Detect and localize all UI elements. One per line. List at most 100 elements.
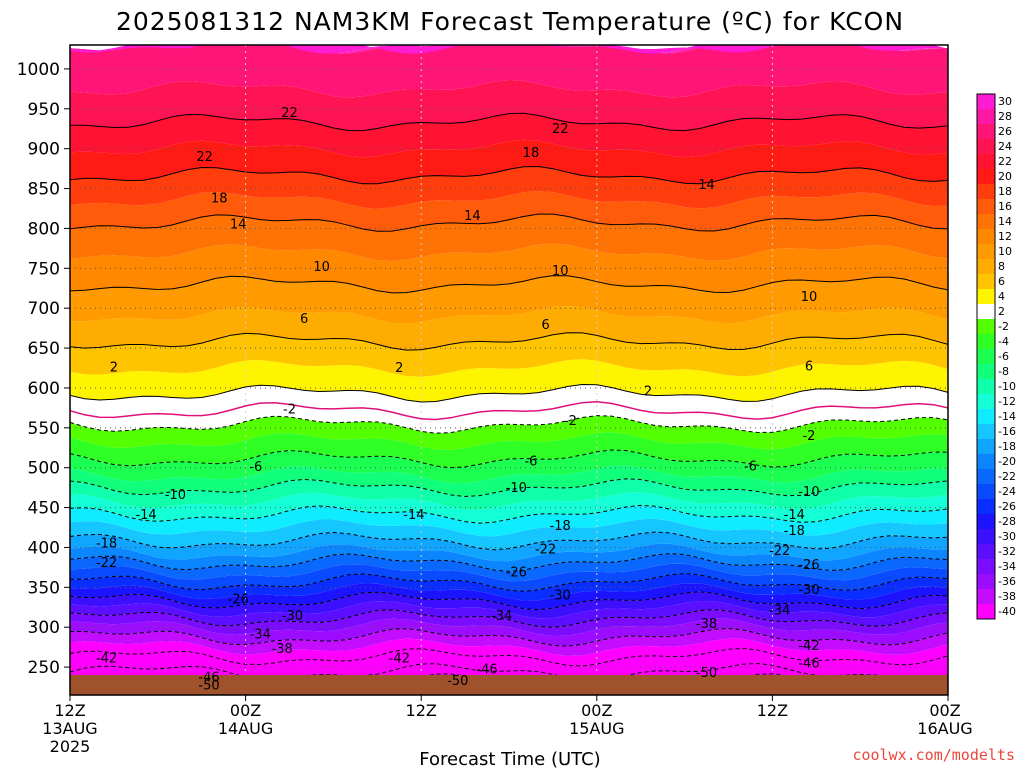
ground-strip [70, 675, 948, 695]
contour-label: 14 [464, 209, 481, 224]
temperature-band [70, 518, 948, 550]
y-tick-label: 550 [28, 419, 60, 439]
isotherm-line [70, 647, 948, 667]
x-tick-label: 12Z [406, 701, 437, 720]
colorbar-label: -32 [998, 545, 1016, 558]
y-tick-label: 650 [28, 339, 60, 359]
colorbar-swatch [977, 604, 995, 620]
isotherm-line [70, 591, 948, 611]
contour-label: -14 [403, 508, 424, 523]
contour-label: -10 [798, 485, 819, 500]
y-tick-label: 350 [28, 578, 60, 598]
temperature-band [70, 618, 948, 647]
colorbar-swatch [977, 439, 995, 455]
contour-label: -46 [476, 663, 497, 678]
contour-label: -22 [96, 556, 117, 571]
colorbar-label: 10 [998, 245, 1012, 258]
temperature-band [70, 113, 948, 158]
temperature-band [70, 591, 948, 619]
temperature-band [70, 166, 948, 209]
temperature-band [70, 359, 948, 402]
contour-label: 6 [541, 318, 549, 333]
temperature-band [70, 214, 948, 262]
colorbar-label: -30 [998, 530, 1016, 543]
colorbar-swatch [977, 199, 995, 215]
colorbar-label: 18 [998, 185, 1012, 198]
isotherm-line [70, 383, 948, 403]
contour-label: -34 [491, 609, 512, 624]
colorbar-swatch [977, 364, 995, 380]
temperature-band [70, 275, 948, 324]
contour-label: -30 [798, 583, 819, 598]
isotherm-line [70, 478, 948, 498]
contour-label: -26 [228, 592, 249, 607]
contour-label: -22 [535, 542, 556, 557]
x-axis-label: Forecast Time (UTC) [419, 749, 600, 768]
freezing-line [70, 401, 948, 421]
grid-lines [70, 45, 948, 695]
isotherm-line [70, 449, 948, 469]
colorbar-swatch [977, 259, 995, 275]
colorbar-swatch [977, 169, 995, 185]
colorbar-swatch [977, 454, 995, 470]
contour-label: -26 [506, 565, 527, 580]
x-tick-label: 14AUG [218, 719, 273, 738]
y-tick-label: 500 [28, 459, 60, 479]
plot-area: -50-46-42-50-42-46 -50-46-42-38-34-30-26-… [70, 45, 948, 695]
temperature-band [70, 465, 948, 497]
contour-label: 2 [110, 360, 118, 375]
colorbar-label: 28 [998, 110, 1012, 123]
colorbar-swatch [977, 589, 995, 605]
y-tick-label: 950 [28, 100, 60, 120]
colorbar-label: -18 [998, 440, 1016, 453]
y-tick-label: 300 [28, 618, 60, 638]
contour-label: 18 [523, 146, 540, 161]
contour-label: 2 [644, 384, 652, 399]
contour-label: -42 [389, 652, 410, 667]
colorbar-swatch [977, 499, 995, 515]
colorbar-label: 6 [998, 275, 1005, 288]
colorbar-swatch [977, 574, 995, 590]
colorbar-label: -40 [998, 605, 1016, 618]
isotherm-line [70, 553, 948, 572]
isotherm-line [70, 415, 948, 434]
colorbar-label: 8 [998, 260, 1005, 273]
temperature-band [70, 553, 948, 582]
contour-label: -18 [550, 519, 571, 534]
x-tick-label: 00Z [929, 701, 960, 720]
contour-label: -18 [784, 524, 805, 539]
temperature-band [70, 79, 948, 131]
colorbar-swatch [977, 559, 995, 575]
contour-label: -26 [798, 558, 819, 573]
x-tick-label: 00Z [581, 701, 612, 720]
colorbar-label: -12 [998, 395, 1016, 408]
colorbar-swatch [977, 484, 995, 500]
colorbar-label: 26 [998, 125, 1012, 138]
colorbar-swatch [977, 544, 995, 560]
y-tick-label: 850 [28, 180, 60, 200]
contour-label: 10 [801, 290, 818, 305]
colorbar-label: -28 [998, 515, 1016, 528]
y-tick-label: 750 [28, 259, 60, 279]
colorbar-label: -26 [998, 500, 1016, 513]
y-tick-label: 400 [28, 538, 60, 558]
isotherm-line [70, 572, 948, 592]
y-tick-label: 450 [28, 499, 60, 519]
contour-label: -10 [506, 481, 527, 496]
colorbar-legend: 30 28 26 24 22 20 18 16 14 12 10 8 6 4 2 -2 -4 -6 -8 -10 -12… [976, 93, 1016, 620]
pressure-axis: 250 300 350 400 450 500 550 600 650 700 750 800 850 9… [17, 60, 70, 678]
contour-label: -18 [96, 537, 117, 552]
isotherm-line [70, 662, 948, 682]
colorbar-label: -22 [998, 470, 1016, 483]
colorbar-swatch [977, 394, 995, 410]
temperature-band [70, 478, 948, 510]
temperature-band [70, 243, 948, 293]
isotherm-line [70, 504, 948, 524]
contour-label: 14 [230, 218, 247, 233]
colorbar-label: 30 [998, 95, 1012, 108]
temperature-band [70, 601, 948, 628]
colorbar-label: 22 [998, 155, 1012, 168]
contour-label: -42 [798, 639, 819, 654]
colorbar-swatch [977, 139, 995, 155]
